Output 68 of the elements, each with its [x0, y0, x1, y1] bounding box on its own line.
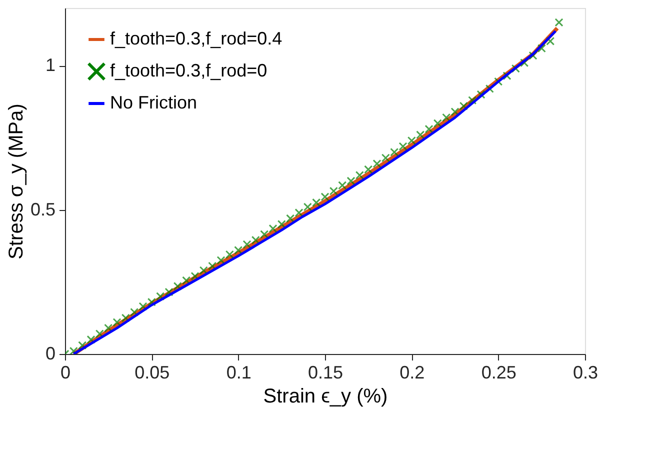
x-tick-label: 0.2 [400, 362, 425, 382]
point [416, 130, 425, 140]
point [338, 181, 347, 190]
x-tick-label: 0.1 [226, 362, 252, 382]
point [320, 192, 330, 202]
point [381, 154, 390, 162]
point [537, 44, 546, 53]
point [268, 224, 278, 233]
x-axis-title: Strain ϵ_y (%) [263, 386, 388, 408]
point [277, 220, 286, 229]
point [312, 198, 321, 207]
point [528, 51, 538, 60]
point [520, 58, 529, 68]
point [104, 324, 113, 332]
point [450, 108, 460, 116]
point [86, 335, 96, 344]
point [69, 346, 78, 354]
point [199, 266, 208, 275]
point [433, 119, 442, 128]
point [190, 272, 200, 280]
point [138, 302, 148, 311]
point [329, 186, 338, 196]
point [476, 90, 486, 99]
point [372, 159, 382, 168]
point [355, 170, 364, 180]
point [442, 113, 451, 122]
x-tick-label: 0.15 [308, 362, 344, 382]
point [121, 314, 130, 322]
y-axis-title: Stress σ_y (MPa) [5, 104, 28, 260]
point [303, 202, 312, 212]
point [225, 250, 234, 259]
point [424, 124, 434, 134]
point [147, 298, 156, 306]
point [554, 18, 564, 27]
point [294, 208, 304, 218]
point [346, 176, 356, 186]
point [182, 276, 191, 285]
point [130, 308, 139, 316]
point [364, 165, 373, 174]
point [546, 36, 555, 46]
point [242, 240, 252, 249]
point [156, 292, 165, 301]
point [112, 318, 122, 327]
point [286, 214, 295, 223]
legend-label: f_tooth=0.3,f_rod=0 [110, 60, 268, 80]
point [407, 136, 416, 145]
y-tick-label: 0.5 [30, 199, 56, 220]
point [216, 256, 226, 265]
legend-label: f_tooth=0.3,f_rod=0.4 [110, 28, 282, 48]
point [260, 230, 269, 239]
point [390, 148, 399, 156]
point [251, 236, 260, 244]
point [95, 330, 104, 338]
x-tick-label: 0.25 [481, 362, 516, 382]
point [398, 142, 408, 151]
y-tick-label: 0 [45, 344, 56, 364]
point [164, 288, 174, 296]
point [459, 102, 468, 110]
x-tick-label: 0 [60, 362, 71, 382]
x-tick-label: 0.3 [572, 362, 598, 382]
point [208, 262, 217, 270]
y-tick-label: 1 [45, 55, 56, 76]
point [468, 96, 477, 105]
point [511, 64, 520, 73]
x-tick-label: 0.05 [134, 362, 170, 382]
point [234, 246, 243, 254]
legend-label: No Friction [110, 92, 198, 112]
point [78, 341, 87, 350]
